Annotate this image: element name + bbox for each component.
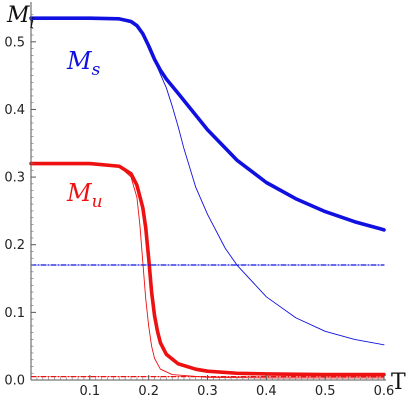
y-tick-label: 0.2 [4,238,25,253]
series-line-2-thick [29,161,386,377]
y-tick-label: 0.5 [4,35,25,50]
series-line-3-thin [30,163,385,379]
series-label-s: Ms [66,47,101,80]
axes-layer: 0.1 0.2 0.3 0.4 0.5 0.6 0.0 0.1 0.2 0.3 0.4 0.5 [4,2,394,399]
y-tick-label: 0.0 [4,374,25,389]
y-tick-label: 0.4 [4,103,25,118]
x-tick-label: 0.4 [256,384,277,399]
y-axis-label-subscript: i [30,14,35,32]
x-tick-label: 0.2 [138,384,159,399]
x-axis-label: T [391,370,406,395]
x-tick-label: 0.5 [315,384,336,399]
series-label-u: Mu [66,179,103,212]
y-tick-label: 0.1 [4,306,25,321]
labels-layer: Mi T Ms Mu [6,3,406,395]
series-label-subscript: s [92,60,101,80]
y-axis-label: Mi [6,3,35,32]
x-tick-label: 0.6 [374,384,395,399]
x-tick-label: 0.3 [197,384,218,399]
series-line-1-thin [30,17,385,346]
y-tick-label: 0.3 [4,171,25,186]
x-tick-label: 0.1 [79,384,100,399]
series-label-subscript: u [92,192,103,212]
